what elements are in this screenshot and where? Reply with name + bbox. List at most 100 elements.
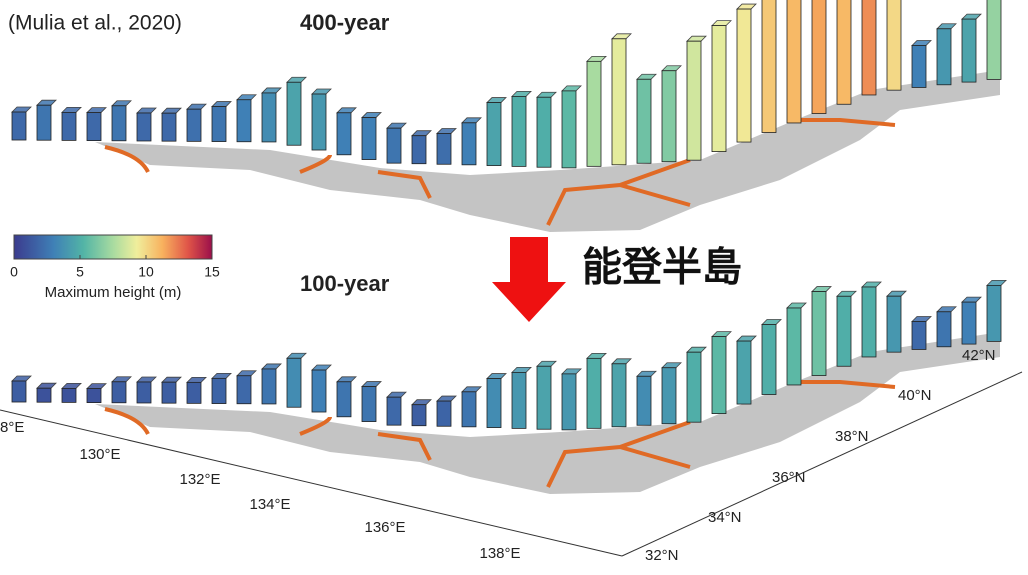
bar-top	[112, 377, 131, 382]
bar-top	[87, 384, 106, 389]
bar-top	[437, 128, 456, 133]
bar-top	[312, 365, 331, 370]
bar-top	[987, 280, 1006, 285]
bar	[762, 0, 776, 133]
bar	[912, 45, 926, 87]
bar	[187, 382, 201, 403]
bar	[662, 71, 676, 162]
bar	[837, 0, 851, 104]
bar-top	[787, 303, 806, 308]
bar	[987, 285, 1001, 341]
bar	[962, 302, 976, 344]
bar	[312, 94, 326, 150]
bar-top	[237, 371, 256, 376]
bar-top	[137, 377, 156, 382]
annotation: 能登半島	[582, 246, 742, 290]
lat-tick-label: 38°N	[835, 428, 869, 445]
bar	[12, 112, 26, 140]
bar-top	[212, 102, 231, 107]
bar	[637, 376, 651, 425]
bar	[712, 337, 726, 414]
bar-top	[62, 383, 81, 388]
bar-top	[337, 108, 356, 113]
bar	[712, 26, 726, 152]
bar	[887, 296, 901, 352]
bar	[462, 392, 476, 427]
bar	[62, 388, 76, 402]
bar-top	[487, 98, 506, 103]
bar	[162, 382, 176, 403]
bar	[737, 9, 751, 142]
figure: (Mulia et al., 2020) 400-year 100-year 能…	[0, 0, 1028, 570]
bar-top	[887, 291, 906, 296]
bar-top	[287, 353, 306, 358]
bar-top	[937, 24, 956, 29]
bar-top	[637, 74, 656, 79]
bar	[87, 113, 101, 141]
bar	[137, 113, 151, 141]
bar-top	[362, 382, 381, 387]
bar	[662, 368, 676, 424]
bar	[612, 364, 626, 427]
bar	[687, 352, 701, 422]
bar-top	[462, 118, 481, 123]
bar-top	[737, 336, 756, 341]
bar	[862, 0, 876, 95]
bar-top	[837, 291, 856, 296]
bar	[387, 397, 401, 425]
bar-top	[512, 91, 531, 96]
bar	[437, 401, 451, 426]
bar-top	[937, 307, 956, 312]
bar	[837, 296, 851, 366]
bar	[187, 109, 201, 141]
bar	[12, 381, 26, 402]
bar	[112, 106, 126, 141]
bar-top	[262, 364, 281, 369]
bar	[262, 369, 276, 404]
bar	[512, 96, 526, 166]
bar-top	[312, 89, 331, 94]
lat-tick-label: 32°N	[645, 547, 679, 564]
bar-top	[962, 14, 981, 19]
bar	[112, 382, 126, 403]
bar-top	[912, 40, 931, 45]
bar-top	[187, 104, 206, 109]
bar-top	[112, 101, 131, 106]
bar-top	[812, 287, 831, 292]
bar	[412, 405, 426, 426]
bar-top	[212, 373, 231, 378]
bar	[237, 376, 251, 404]
panel-title: 400-year	[300, 10, 390, 35]
bar-top	[712, 332, 731, 337]
bar-top	[662, 66, 681, 71]
bar-top	[487, 374, 506, 379]
bar-top	[12, 107, 31, 112]
bar-top	[562, 369, 581, 374]
lon-tick-label: 134°E	[249, 496, 290, 513]
bar	[487, 379, 501, 428]
bar	[337, 113, 351, 155]
bar	[912, 321, 926, 349]
bar	[437, 133, 451, 164]
bar	[887, 0, 901, 90]
bar	[312, 370, 326, 412]
bar	[387, 128, 401, 163]
bar-top	[912, 316, 931, 321]
bar-top	[387, 392, 406, 397]
bar-top	[537, 361, 556, 366]
bar-top	[712, 21, 731, 26]
bar	[812, 292, 826, 376]
bar-top	[362, 113, 381, 118]
bar-top	[737, 4, 756, 9]
bar-top	[237, 95, 256, 100]
bar-top	[612, 34, 631, 39]
bar	[812, 0, 826, 114]
lat-tick-label: 34°N	[708, 509, 742, 526]
bar-top	[462, 387, 481, 392]
bar	[587, 358, 601, 428]
bar	[87, 389, 101, 403]
bar	[412, 136, 426, 164]
bar-top	[262, 88, 281, 93]
bar-top	[687, 347, 706, 352]
lon-tick-label: 130°E	[79, 446, 120, 463]
